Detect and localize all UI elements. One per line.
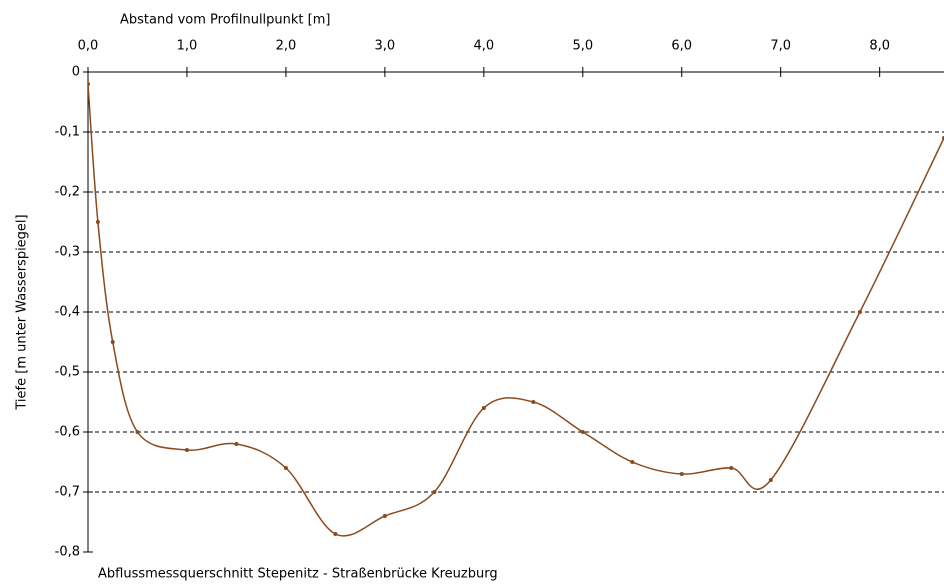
x-tick-label: 7,0 — [770, 39, 791, 54]
data-point — [283, 466, 288, 470]
y-axis-title: Tiefe [m unter Wasserspiegel] — [15, 214, 30, 410]
data-point — [234, 442, 239, 446]
x-tick-label: 2,0 — [276, 39, 297, 54]
x-tick-label: 5,0 — [572, 39, 593, 54]
data-point — [531, 400, 536, 404]
data-point — [333, 532, 338, 536]
x-tick-label: 6,0 — [671, 39, 692, 54]
chart-title: Abflussmessquerschnitt Stepenitz - Straß… — [98, 567, 498, 582]
y-tick-label: -0,3 — [55, 245, 80, 260]
data-point — [679, 472, 684, 476]
data-point — [184, 448, 189, 452]
x-tick-label: 8,0 — [869, 39, 890, 54]
series-line — [88, 83, 944, 537]
data-point — [95, 220, 100, 224]
data-point — [432, 490, 437, 494]
y-tick-label: -0,7 — [55, 485, 80, 500]
x-tick-label: 3,0 — [375, 39, 396, 54]
x-tick-label: 0,0 — [78, 39, 99, 54]
y-tick-label: -0,4 — [55, 305, 80, 320]
data-point — [630, 460, 635, 464]
x-tick-label: 4,0 — [473, 39, 494, 54]
data-point — [729, 466, 734, 470]
y-tick-label: -0,1 — [55, 125, 80, 140]
data-point — [857, 310, 862, 314]
y-tick-label: -0,6 — [55, 425, 80, 440]
x-tick-label: 1,0 — [177, 39, 198, 54]
plot-area — [88, 82, 944, 537]
y-tick-label: -0,5 — [55, 365, 80, 380]
data-point — [768, 478, 773, 482]
y-tick-label: -0,2 — [55, 185, 80, 200]
data-point — [88, 82, 90, 86]
data-point — [110, 340, 115, 344]
y-tick-label: 0 — [72, 65, 80, 80]
data-point — [135, 430, 140, 434]
data-point — [481, 406, 486, 410]
data-point — [382, 514, 387, 518]
data-point — [580, 430, 585, 434]
x-axis-title: Abstand vom Profilnullpunkt [m] — [120, 13, 330, 28]
y-tick-label: -0,8 — [55, 545, 80, 560]
